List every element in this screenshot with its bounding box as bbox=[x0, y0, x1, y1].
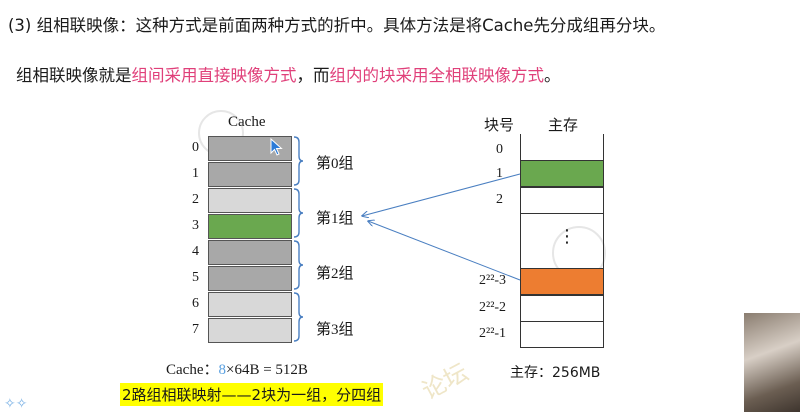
cache-block-number-0: 0 bbox=[192, 140, 199, 155]
memory-caption: 主存：256MB bbox=[510, 365, 601, 381]
summary-text: 组相联映像就是 bbox=[16, 66, 132, 85]
note-highlight: 2路组相联映射——2块为一组，分四组 bbox=[120, 383, 384, 406]
memory-block-n1 bbox=[520, 321, 604, 348]
memory-label-1: 1 bbox=[496, 166, 503, 181]
webcam-overlay bbox=[744, 313, 800, 412]
memory-label-2: 2 bbox=[496, 192, 503, 207]
memory-label-n1: 2²²-1 bbox=[479, 326, 507, 341]
memory-block-1 bbox=[520, 160, 604, 187]
memory-main-header: 主存 bbox=[548, 118, 579, 134]
memory-block-number-header: 块号 bbox=[484, 118, 515, 134]
cache-caption-count: 8 bbox=[218, 362, 226, 378]
section-heading: (3) 组相联映像：这种方式是前面两种方式的折中。具体方法是将Cache先分成组… bbox=[8, 16, 666, 35]
group-label-3: 第3组 bbox=[316, 322, 354, 338]
cache-block-number-6: 6 bbox=[192, 296, 199, 311]
memory-label-n2: 2²²-2 bbox=[479, 300, 507, 315]
memory-block-n3 bbox=[520, 268, 604, 295]
memory-label-n3: 2²²-3 bbox=[479, 273, 507, 288]
memory-block-n2 bbox=[520, 295, 604, 322]
cache-block-5 bbox=[208, 266, 292, 291]
cache-caption-prefix: Cache： bbox=[166, 362, 219, 378]
cache-title: Cache bbox=[228, 114, 266, 130]
cache-block-7 bbox=[208, 318, 292, 343]
cache-block-6 bbox=[208, 292, 292, 317]
group-label-0: 第0组 bbox=[316, 156, 354, 172]
cache-block-number-5: 5 bbox=[192, 270, 199, 285]
cache-block-4 bbox=[208, 240, 292, 265]
cache-caption: Cache：8×64B = 512B bbox=[166, 358, 308, 379]
cache-block-number-7: 7 bbox=[192, 322, 199, 337]
logo-fragment-icon: ✧✧ bbox=[4, 396, 28, 412]
cache-block-number-1: 1 bbox=[192, 166, 199, 181]
summary-text: 。 bbox=[544, 66, 561, 85]
mouse-cursor-icon bbox=[270, 138, 283, 156]
summary-highlight-intra-group: 组内的块采用全相联映像方式 bbox=[329, 66, 545, 85]
cache-block-number-2: 2 bbox=[192, 192, 199, 207]
memory-block-2 bbox=[520, 187, 604, 214]
cache-block-1 bbox=[208, 162, 292, 187]
cache-block-2 bbox=[208, 188, 292, 213]
cache-block-number-4: 4 bbox=[192, 244, 199, 259]
cache-caption-size: ×64B = 512B bbox=[225, 362, 308, 378]
summary-text: ，而 bbox=[296, 66, 330, 85]
group-braces bbox=[293, 136, 304, 342]
memory-ellipsis: ⋮ bbox=[558, 226, 576, 247]
summary-line: 组相联映像就是组间采用直接映像方式，而组内的块采用全相联映像方式。 bbox=[16, 62, 561, 86]
group-label-1: 第1组 bbox=[316, 211, 354, 227]
group-label-2: 第2组 bbox=[316, 266, 354, 282]
memory-label-0: 0 bbox=[496, 142, 503, 157]
cache-block-3 bbox=[208, 214, 292, 239]
summary-highlight-inter-group: 组间采用直接映像方式 bbox=[131, 66, 297, 85]
cache-block-number-3: 3 bbox=[192, 218, 199, 233]
